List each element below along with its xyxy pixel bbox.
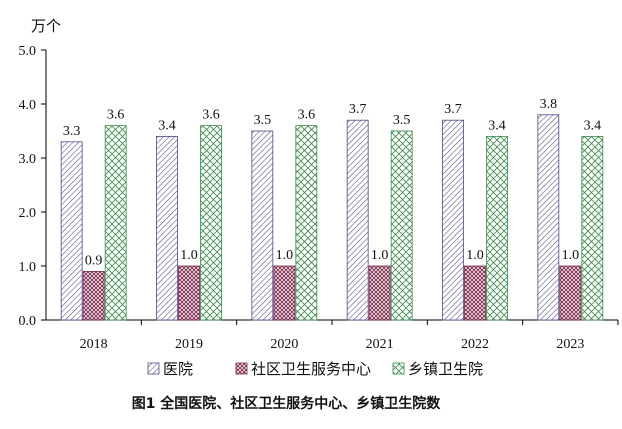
data-label: 1.0	[276, 248, 294, 263]
y-tick-label: 3.0	[19, 152, 37, 167]
data-label: 3.6	[298, 108, 316, 123]
bar	[486, 135, 508, 321]
data-label: 3.4	[158, 118, 176, 133]
bar	[581, 135, 604, 321]
data-label: 3.7	[349, 102, 367, 117]
legend-item: 社区卫生服务中心	[235, 360, 371, 378]
bar	[537, 114, 560, 321]
bar	[60, 141, 83, 321]
x-tick-label: 2023	[556, 337, 584, 352]
bar	[251, 130, 274, 321]
bars-layer	[60, 114, 604, 321]
bar	[442, 119, 464, 321]
data-label: 1.0	[466, 248, 484, 263]
data-label: 3.6	[202, 108, 220, 123]
bar	[464, 265, 486, 321]
x-tick-label: 2022	[461, 337, 489, 352]
data-label: 3.5	[393, 113, 411, 128]
bar	[346, 119, 369, 321]
figure-caption: 图1 全国医院、社区卫生服务中心、乡镇卫生院数	[131, 396, 441, 412]
x-tick-label: 2021	[366, 337, 394, 352]
x-tick-label: 2020	[270, 337, 298, 352]
y-tick-label: 1.0	[19, 260, 37, 275]
legend: 医院 社区卫生服务中心 乡镇卫生院	[147, 360, 483, 378]
legend-label: 社区卫生服务中心	[251, 360, 371, 378]
data-labels-layer: 3.3 3.4 3.5 3.7 3.7 3.8 0.9 1.0 1.0 1.0 1.0 1.0 3.6 3…	[63, 97, 601, 269]
data-label: 3.4	[488, 118, 506, 133]
data-label: 0.9	[85, 253, 103, 268]
bar	[559, 265, 582, 321]
data-label: 3.5	[254, 113, 272, 128]
y-tick-label: 4.0	[19, 98, 37, 113]
bar	[104, 125, 127, 321]
y-tick-label: 0.0	[19, 314, 37, 329]
bar	[200, 125, 222, 321]
data-label: 3.4	[584, 118, 602, 133]
legend-swatch	[235, 362, 248, 375]
bar	[156, 135, 178, 321]
data-label: 3.8	[540, 97, 558, 112]
axes: 0.0 1.0 2.0 3.0 4.0 5.0 万个 2018 2019 2020 2021 2022…	[19, 17, 619, 352]
x-tick-label: 2018	[80, 337, 108, 352]
legend-item: 医院	[147, 360, 193, 378]
legend-item: 乡镇卫生院	[392, 360, 483, 378]
x-tick-label: 2019	[175, 337, 203, 352]
legend-swatch	[147, 362, 160, 375]
bar	[273, 265, 296, 321]
data-label: 1.0	[180, 248, 198, 263]
data-label: 3.6	[107, 108, 125, 123]
data-label: 1.0	[562, 248, 580, 263]
data-label: 3.3	[63, 124, 81, 139]
y-axis-label: 万个	[31, 17, 61, 35]
bar	[295, 125, 318, 321]
data-label: 3.7	[444, 102, 462, 117]
legend-label: 乡镇卫生院	[408, 360, 483, 378]
legend-swatch	[392, 362, 405, 375]
bar	[82, 270, 105, 321]
legend-label: 医院	[163, 360, 193, 378]
y-tick-label: 2.0	[19, 206, 37, 221]
bar	[390, 130, 413, 321]
data-label: 1.0	[371, 248, 389, 263]
chart-svg: 0.0 1.0 2.0 3.0 4.0 5.0 万个 2018 2019 2020 2021 2022…	[19, 17, 619, 378]
bar	[368, 265, 391, 321]
bar	[178, 265, 200, 321]
y-tick-label: 5.0	[19, 44, 37, 59]
